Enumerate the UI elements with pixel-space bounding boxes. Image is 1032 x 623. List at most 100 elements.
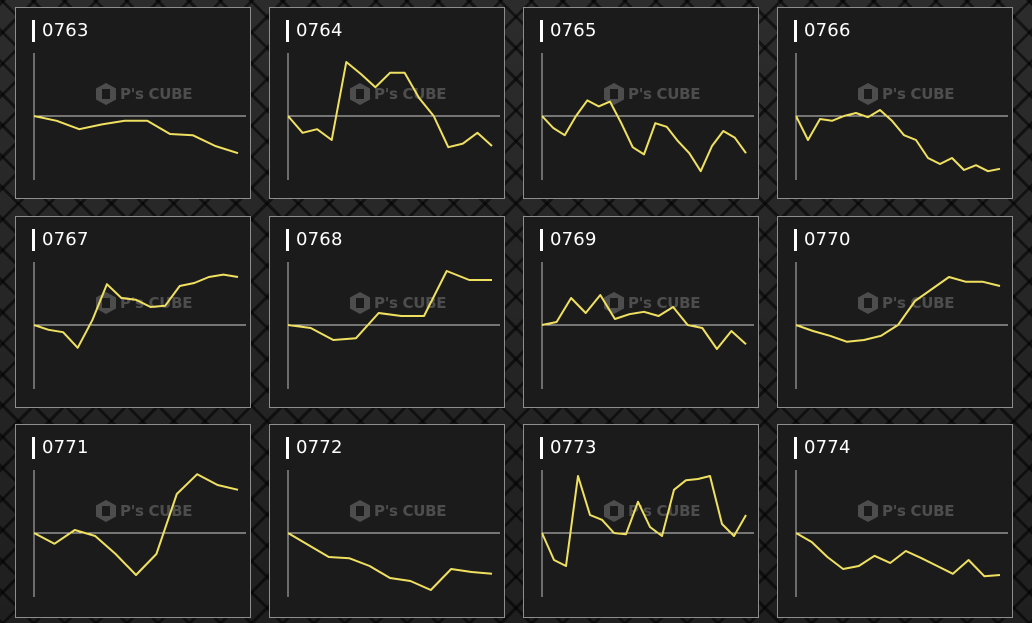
watermark-logo: P's CUBE [858,80,955,108]
title-accent-bar [794,20,797,42]
series-line [33,273,239,349]
watermark-logo: P's CUBE [604,497,701,525]
panel-header: 0771 [32,436,89,460]
series-line [795,276,1001,343]
line-chart [33,470,246,597]
title-accent-bar [32,229,35,251]
series-line [541,99,747,173]
watermark-text: P's CUBE [628,502,701,520]
series-line [287,270,492,341]
cube-logo-icon [96,83,116,105]
line-chart [287,470,500,597]
panel-header: 0767 [32,228,89,252]
watermark-logo: P's CUBE [96,497,193,525]
series-line [33,473,239,576]
watermark-logo: P's CUBE [96,289,193,317]
title-accent-bar [32,437,35,459]
series-line [287,532,493,591]
chart-title: 0774 [804,437,851,458]
watermark-text: P's CUBE [374,85,447,103]
title-accent-bar [540,229,543,251]
watermark-text: P's CUBE [120,502,193,520]
chart-title: 0768 [296,229,343,250]
chart-title: 0771 [42,437,89,458]
chart-title: 0770 [804,229,851,250]
panel-header: 0773 [540,436,597,460]
panel-header: 0769 [540,228,597,252]
line-chart [287,53,500,180]
chart-panel: 0769 P's CUBE [523,216,759,408]
title-accent-bar [540,20,543,42]
watermark-logo: P's CUBE [858,289,955,317]
watermark-logo: P's CUBE [604,289,701,317]
cube-logo-icon [858,500,878,522]
line-chart [541,262,754,389]
chart-panel: 0772 P's CUBE [269,424,505,618]
chart-panel: 0774 P's CUBE [777,424,1013,618]
watermark-text: P's CUBE [882,502,955,520]
watermark-logo: P's CUBE [604,80,701,108]
panel-header: 0764 [286,19,343,43]
chart-title: 0765 [550,20,597,41]
watermark-text: P's CUBE [882,294,955,312]
series-line [795,109,1001,173]
cube-logo-icon [350,500,370,522]
line-chart [795,53,1008,180]
title-accent-bar [286,20,289,42]
panel-header: 0768 [286,228,343,252]
watermark-logo: P's CUBE [858,497,955,525]
watermark-logo: P's CUBE [96,80,193,108]
line-chart [541,53,754,180]
chart-panel: 0770 P's CUBE [777,216,1013,408]
title-accent-bar [286,437,289,459]
watermark-text: P's CUBE [628,294,701,312]
chart-panel: 0766 P's CUBE [777,7,1013,199]
cube-logo-icon [604,500,624,522]
line-chart [795,470,1008,597]
line-chart [33,262,246,389]
title-accent-bar [540,437,543,459]
panel-header: 0772 [286,436,343,460]
chart-panel: 0768 P's CUBE [269,216,505,408]
panel-header: 0774 [794,436,851,460]
watermark-text: P's CUBE [120,294,193,312]
panel-header: 0770 [794,228,851,252]
cube-logo-icon [96,500,116,522]
chart-panel: 0771 P's CUBE [15,424,251,618]
watermark-text: P's CUBE [374,502,447,520]
chart-title: 0766 [804,20,851,41]
cube-logo-icon [350,292,370,314]
series-line [541,475,747,567]
watermark-text: P's CUBE [628,85,701,103]
cube-logo-icon [858,83,878,105]
line-chart [287,262,500,389]
chart-title: 0769 [550,229,597,250]
title-accent-bar [794,437,797,459]
title-accent-bar [794,229,797,251]
line-chart [541,470,754,597]
chart-panel: 0773 P's CUBE [523,424,759,618]
chart-title: 0763 [42,20,89,41]
chart-panel: 0765 P's CUBE [523,7,759,199]
chart-panel: 0767 P's CUBE [15,216,251,408]
chart-title: 0764 [296,20,343,41]
series-line [287,61,493,149]
series-line [541,294,747,350]
cube-logo-icon [858,292,878,314]
panel-header: 0765 [540,19,597,43]
cube-logo-icon [350,83,370,105]
panel-header: 0766 [794,19,851,43]
panel-header: 0763 [32,19,89,43]
cube-logo-icon [604,83,624,105]
chart-panel: 0763 P's CUBE [15,7,251,199]
line-chart [795,262,1008,389]
chart-title: 0772 [296,437,343,458]
watermark-text: P's CUBE [120,85,193,103]
series-line [795,532,1001,578]
watermark-logo: P's CUBE [350,80,447,108]
chart-title: 0767 [42,229,89,250]
chart-title: 0773 [550,437,597,458]
title-accent-bar [286,229,289,251]
title-accent-bar [32,20,35,42]
watermark-text: P's CUBE [882,85,955,103]
